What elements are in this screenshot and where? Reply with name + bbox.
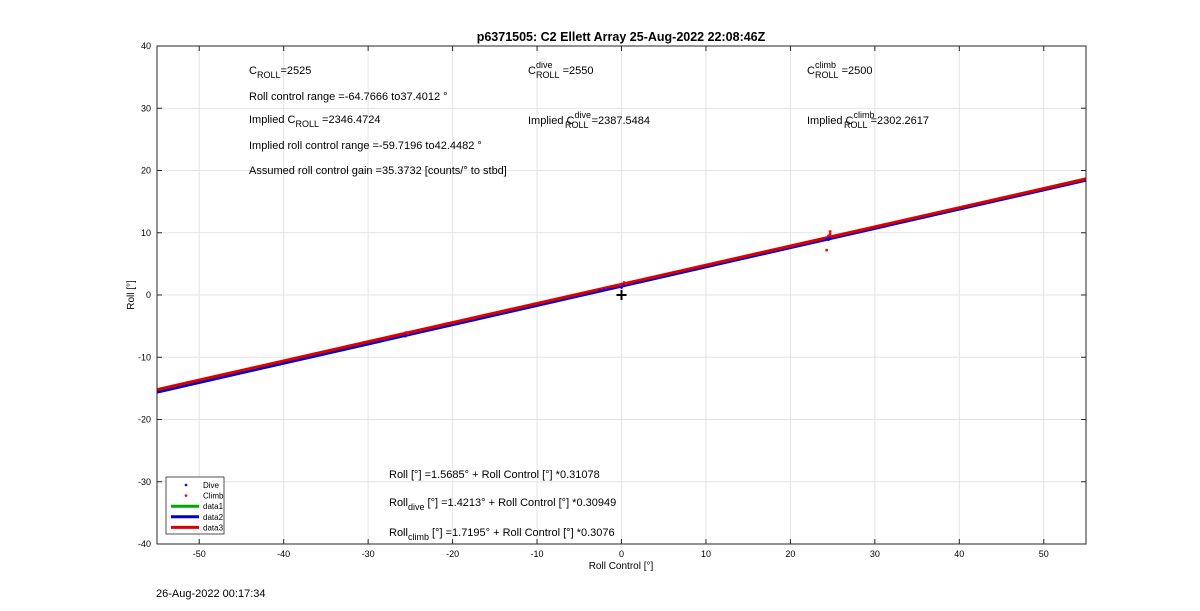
y-axis-ticks: -40 -30 -20 -10 0 10 20 30 40: [138, 41, 1086, 549]
x-axis-ticks: -50 -40 -30 -20 -10 0 10 20 30 40 50: [193, 46, 1049, 559]
roll-range-annotation: Roll control range =-64.7666 to37.4012 °: [249, 91, 448, 103]
x-tick-label: 20: [785, 549, 795, 559]
y-tick-label: -40: [138, 539, 151, 549]
x-tick-label: -20: [446, 549, 459, 559]
fit-line-data3: [157, 177, 1086, 392]
fit-all-equation: Roll [°] =1.5685° + Roll Control [°] *0.…: [389, 469, 600, 481]
fit-dive-equation: Rolldive [°] =1.4213° + Roll Control [°]…: [389, 497, 616, 512]
y-tick-label: 0: [146, 290, 151, 300]
y-tick-label: 10: [141, 228, 151, 238]
y-tick-label: 30: [141, 103, 151, 113]
legend-label: data1: [203, 502, 224, 511]
chart-title: p6371505: C2 Ellett Array 25-Aug-2022 22…: [477, 30, 766, 44]
legend-marker-climb: [184, 494, 188, 497]
legend-label: Climb: [203, 492, 224, 501]
point-climb: [618, 283, 622, 287]
croll-dive-annotation: Cdive ROLL =2550: [528, 60, 593, 80]
fit-climb-equation: Rollclimb [°] =1.7195° + Roll Control [°…: [389, 527, 615, 542]
point-climb: [825, 248, 829, 252]
legend-marker-dive: [184, 483, 188, 487]
x-tick-label: -50: [193, 549, 206, 559]
y-tick-label: -30: [138, 477, 151, 487]
implied-croll-dive-annotation: Implied Cdive ROLL =2387.5484: [528, 110, 650, 130]
legend-label: data2: [203, 513, 224, 522]
point-climb: [406, 332, 410, 335]
point-climb: [624, 282, 628, 286]
x-tick-label: 0: [619, 549, 624, 559]
point-dive: [598, 289, 601, 293]
point-climb: [827, 234, 830, 238]
data-points: [403, 230, 832, 338]
point-dive: [603, 288, 607, 292]
implied-croll-climb-annotation: Implied Cclimb ROLL =2302.2617: [807, 110, 929, 130]
x-axis-label: Roll Control [°]: [589, 561, 654, 572]
point-climb: [828, 230, 832, 233]
point-dive: [622, 284, 626, 288]
y-tick-label: 20: [141, 166, 151, 176]
x-tick-label: -40: [277, 549, 290, 559]
center-marker: [616, 290, 627, 300]
legend-label: Dive: [203, 481, 220, 490]
implied-range-annotation: Implied roll control range =-59.7196 to4…: [249, 140, 482, 152]
y-axis-label: Roll [°]: [126, 280, 137, 310]
point-dive: [827, 238, 830, 241]
x-tick-label: -10: [531, 549, 544, 559]
croll-annotation: CROLL=2525: [249, 65, 311, 80]
assumed-gain-annotation: Assumed roll control gain =35.3732 [coun…: [249, 165, 507, 177]
implied-croll-annotation: Implied CROLL =2346.4724: [249, 114, 380, 129]
x-tick-label: 10: [701, 549, 711, 559]
point-dive: [620, 286, 623, 289]
x-tick-label: 40: [954, 549, 964, 559]
legend-label: data3: [203, 523, 224, 532]
x-tick-label: 50: [1039, 549, 1049, 559]
annotations: CROLL=2525 Cdive ROLL =2550 Cclimb ROLL =2…: [249, 60, 929, 542]
point-climb: [828, 232, 832, 236]
croll-climb-annotation: Cclimb ROLL =2500: [807, 60, 872, 80]
y-tick-label: 40: [141, 41, 151, 51]
y-tick-label: -20: [138, 415, 151, 425]
x-tick-label: -30: [362, 549, 375, 559]
point-climb: [604, 286, 608, 289]
print-timestamp: 26-Aug-2022 00:17:34: [156, 588, 266, 600]
y-tick-label: -10: [138, 352, 151, 362]
x-tick-label: 30: [870, 549, 880, 559]
